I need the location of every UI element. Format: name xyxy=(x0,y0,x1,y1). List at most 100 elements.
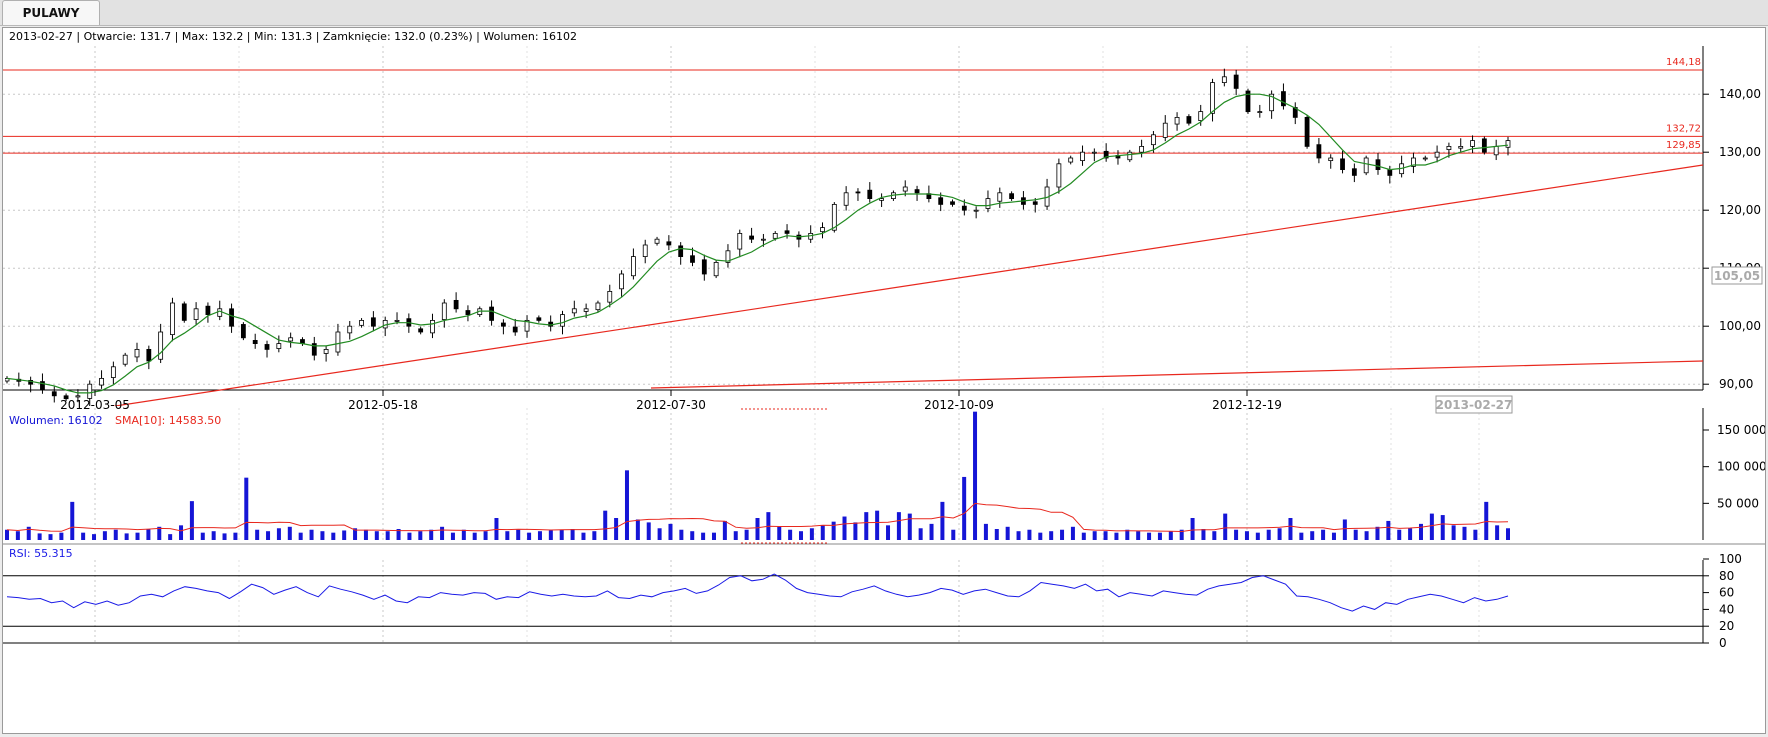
volume-bar xyxy=(309,529,314,540)
volume-bars xyxy=(5,411,1510,540)
candle-body xyxy=(820,227,825,233)
candle-body xyxy=(1351,168,1357,176)
candle-body xyxy=(772,232,778,239)
trendline-lower xyxy=(650,360,1703,389)
candle-body xyxy=(158,331,164,360)
candle-body xyxy=(583,308,589,312)
rsi-reference-lines xyxy=(3,575,1703,627)
candle-body xyxy=(264,344,270,350)
candle-body xyxy=(1186,116,1192,124)
volume-bar xyxy=(1092,531,1097,540)
candle-body xyxy=(170,302,175,336)
date-axis: 2012-03-05 2012-05-18 2012-07-30 2012-10-09… xyxy=(60,390,1282,412)
volume-bar xyxy=(624,470,629,540)
candle-body xyxy=(252,340,258,345)
volume-bar xyxy=(1277,528,1282,540)
volume-tick-label: 150 000 xyxy=(1717,423,1765,437)
volume-bar xyxy=(516,529,521,540)
volume-bar xyxy=(407,532,412,540)
volume-bar xyxy=(1408,528,1413,540)
volume-bar xyxy=(396,529,401,540)
candle-body xyxy=(134,348,140,358)
candle-body xyxy=(1221,76,1227,83)
volume-bar xyxy=(200,532,205,540)
tab-pulawy[interactable]: PULAWY xyxy=(2,0,100,25)
volume-bar xyxy=(559,529,564,540)
candle-body xyxy=(997,192,1003,202)
volume-bar xyxy=(918,528,923,540)
price-tick-label: 100,00 xyxy=(1719,319,1761,333)
candle-body xyxy=(1304,117,1310,147)
candle-body xyxy=(938,197,944,205)
volume-bar xyxy=(744,529,749,540)
candle-body xyxy=(560,314,565,327)
volume-bar xyxy=(320,531,325,540)
volume-bar xyxy=(1212,531,1217,540)
volume-bar xyxy=(896,512,901,540)
volume-bar xyxy=(429,529,434,540)
candle-body xyxy=(1068,157,1074,163)
candle-body xyxy=(1233,74,1239,89)
volume-bar xyxy=(1364,531,1369,540)
volume-axis: 50 000 100 000 150 000 xyxy=(1703,423,1767,510)
candle-body xyxy=(1340,158,1345,170)
candle-body xyxy=(1363,157,1369,174)
candle-body xyxy=(240,324,246,339)
volume-bar xyxy=(690,531,695,540)
volume-bar xyxy=(1495,525,1500,540)
volume-bar xyxy=(809,528,814,540)
tab-bar: PULAWY xyxy=(0,0,1768,26)
candle-body xyxy=(1269,93,1275,112)
candle-body xyxy=(690,255,695,263)
candle-body xyxy=(181,303,187,321)
candle-body xyxy=(63,395,69,400)
volume-bar xyxy=(59,532,64,540)
volume-bar xyxy=(537,531,542,540)
candle-body xyxy=(512,326,518,333)
candle-body xyxy=(1127,151,1133,161)
end-date-marker-box xyxy=(1435,395,1513,414)
candle-body xyxy=(1411,157,1416,167)
volume-bar xyxy=(711,532,716,540)
volume-bar xyxy=(657,528,662,540)
sma-legend: SMA[10]: 14583.50 xyxy=(115,414,221,427)
price-tick-label: 130,00 xyxy=(1719,145,1761,159)
candle-body xyxy=(1257,111,1263,113)
volume-bar xyxy=(527,532,532,540)
candle-body xyxy=(311,343,317,356)
volume-bar xyxy=(1386,520,1391,540)
candle-body xyxy=(453,299,459,310)
volume-bar xyxy=(450,532,455,540)
volume-bar xyxy=(255,529,260,540)
volume-bar xyxy=(788,529,793,540)
volume-bar xyxy=(951,529,956,540)
candle-body xyxy=(122,354,128,365)
candle-body xyxy=(500,322,506,327)
rsi-tick-label: 20 xyxy=(1719,619,1734,633)
volume-bar xyxy=(962,476,967,540)
rsi-legend: RSI: 55.315 xyxy=(9,547,73,560)
candle-body xyxy=(1446,146,1452,150)
candle-body xyxy=(1139,146,1145,153)
volume-bar xyxy=(831,521,836,540)
ohlc-info-line: 2013-02-27 | Otwarcie: 131.7 | Max: 132.… xyxy=(9,30,577,43)
candle-body xyxy=(855,191,861,194)
candle-body xyxy=(678,245,684,257)
date-tick-label: 2012-10-09 xyxy=(924,398,994,412)
volume-bar xyxy=(189,501,194,540)
date-tick-label: 2012-07-30 xyxy=(636,398,706,412)
candle-body xyxy=(75,395,81,398)
volume-bar xyxy=(1049,531,1054,540)
candle-body xyxy=(489,306,494,321)
volume-bar xyxy=(1397,529,1402,540)
candle-body xyxy=(961,205,967,211)
volume-bar xyxy=(461,529,466,540)
volume-bar xyxy=(244,477,249,540)
candle-body xyxy=(394,319,400,322)
candle-body xyxy=(843,192,849,206)
volume-sma-line xyxy=(6,502,1509,533)
volume-bar xyxy=(1005,526,1010,540)
volume-bar xyxy=(1255,532,1260,540)
candle-body xyxy=(631,256,636,277)
